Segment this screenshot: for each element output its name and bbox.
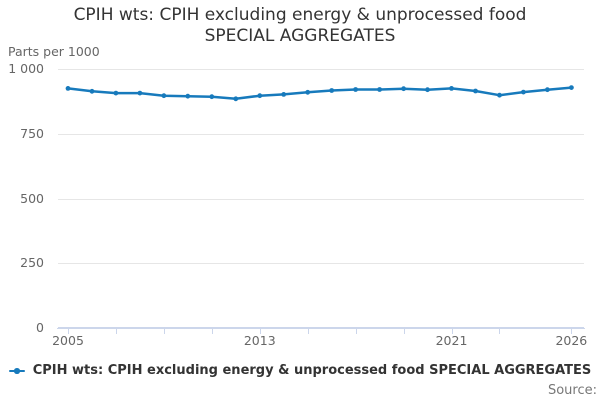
x-axis-tick-label: 2005 <box>52 333 84 348</box>
line-with-dot-icon <box>8 366 25 376</box>
source-label: Source: <box>547 383 597 398</box>
data-point-marker[interactable] <box>185 93 191 99</box>
data-point-marker[interactable] <box>569 85 574 90</box>
data-point-marker[interactable] <box>449 86 454 91</box>
x-axis-tick-label: 2013 <box>243 333 276 348</box>
data-point-marker[interactable] <box>281 92 287 97</box>
x-axis-tick <box>355 328 357 334</box>
data-point-marker[interactable] <box>209 94 215 100</box>
x-axis-tick <box>68 328 69 334</box>
x-axis-line <box>57 328 585 329</box>
x-axis-tick <box>259 328 261 334</box>
gridline <box>58 198 584 200</box>
chart-title-line1: CPIH wts: CPIH excluding energy & unproc… <box>73 5 527 25</box>
x-axis-tick <box>571 328 573 334</box>
gridline <box>58 133 584 135</box>
y-axis-unit-label: Parts per 1000 <box>8 44 100 59</box>
y-axis-tick-label: 250 <box>20 255 44 271</box>
x-axis-tick <box>307 328 309 334</box>
data-point-marker[interactable] <box>545 87 550 93</box>
chart-title-line2: SPECIAL AGGREGATES <box>204 26 396 46</box>
data-point-marker[interactable] <box>305 89 311 95</box>
legend-item-label[interactable]: CPIH wts: CPIH excluding energy & unproc… <box>32 363 592 378</box>
data-point-marker[interactable] <box>425 87 430 93</box>
gridline <box>58 263 584 265</box>
data-point-marker[interactable] <box>233 96 239 102</box>
x-axis-tick-label: 2026 <box>555 333 588 348</box>
x-axis-tick <box>499 328 501 334</box>
data-point-marker[interactable] <box>257 93 263 99</box>
data-point-marker[interactable] <box>521 89 526 95</box>
x-axis-tick <box>451 328 453 334</box>
data-point-marker[interactable] <box>377 87 382 92</box>
data-point-marker[interactable] <box>161 93 167 99</box>
series-line[interactable] <box>67 86 572 101</box>
data-point-marker[interactable] <box>137 90 143 96</box>
data-point-marker[interactable] <box>89 88 95 94</box>
data-point-marker[interactable] <box>401 86 406 92</box>
plot-area[interactable] <box>58 69 584 328</box>
gridline <box>58 69 584 70</box>
gridline <box>58 327 584 328</box>
x-axis-tick <box>403 328 405 334</box>
series-svg <box>65 85 574 102</box>
data-point-marker[interactable] <box>473 88 478 94</box>
y-axis-tick-label: 0 <box>36 320 44 335</box>
data-point-marker[interactable] <box>65 86 71 91</box>
data-point-marker[interactable] <box>497 92 502 98</box>
x-axis-tick <box>211 328 213 334</box>
data-point-marker[interactable] <box>113 90 119 96</box>
x-axis-tick <box>115 328 117 334</box>
y-axis-tick-label: 750 <box>20 125 44 141</box>
chart-title: CPIH wts: CPIH excluding energy & unproc… <box>0 5 600 47</box>
x-axis-tick-label: 2021 <box>435 333 468 348</box>
y-axis-tick-label: 1 000 <box>8 61 44 76</box>
x-axis-tick <box>163 328 165 334</box>
y-axis-tick-label: 500 <box>20 190 44 206</box>
legend[interactable]: CPIH wts: CPIH excluding energy & unproc… <box>0 363 600 378</box>
data-point-marker[interactable] <box>329 88 335 93</box>
data-point-marker[interactable] <box>353 87 358 92</box>
